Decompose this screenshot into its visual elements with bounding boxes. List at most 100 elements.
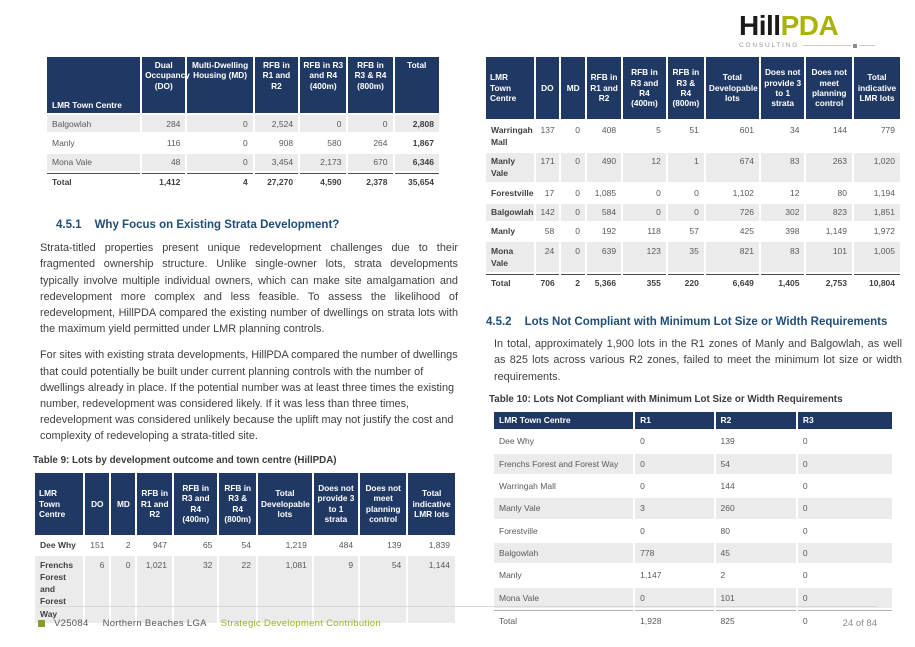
cell-value: 263 [806, 152, 852, 183]
cell-value: 6 [85, 556, 110, 623]
section-number: 4.5.2 [486, 316, 512, 329]
row-label: Manly Vale [486, 152, 534, 183]
right-column: LMR Town Centre DO MD RFB in R1 and R2 RFB i… [484, 55, 902, 634]
cell-value: 58 [544, 226, 555, 237]
cell-value: 1,147 [640, 570, 662, 581]
row-label: Warringah Mall [491, 124, 533, 147]
cell-value: 0 [797, 587, 892, 608]
cell-value: 0 [575, 187, 581, 198]
column-header: R1 [635, 411, 714, 430]
cell-value: 2,173 [300, 153, 347, 171]
footer-bullet-icon [38, 620, 45, 627]
cell-value: 0 [300, 115, 347, 133]
cell-value: 12 [790, 187, 800, 198]
cell-value: 0 [111, 556, 136, 623]
cell-value: 0 [802, 436, 808, 447]
cell-value: 12 [623, 152, 666, 183]
table-row: Balgowlah 284 0 2,524 0 0 2,808 [47, 115, 439, 133]
footer-document-title: Strategic Development Contribution [220, 618, 381, 629]
cell-value: 3 [635, 498, 714, 519]
row-label: Dee Why [40, 540, 76, 551]
column-header: RFB in R1 and R2 [254, 57, 299, 113]
total-value: 0 [797, 609, 892, 631]
cell-value: 5 [656, 124, 661, 135]
header-row: LMR Town Centre R1 R2 R3 [494, 411, 892, 430]
header-row: LMR Town Centre DO MD RFB in R1 and R2 RFB i… [35, 472, 455, 535]
column-header: RFB in R3 & R4 (800m) [667, 57, 704, 119]
table-10-non-compliant-lots: LMR Town Centre R1 R2 R3 Dee Why 0 139 0 Frenchs… [492, 409, 894, 634]
table-row: Forestville 0 80 0 [494, 521, 892, 541]
total-label: Total [47, 172, 141, 191]
cell-value: 1,219 [285, 540, 307, 551]
cell-value: 398 [785, 226, 800, 237]
row-label: Manly Vale [494, 498, 634, 519]
column-header: Total [394, 57, 439, 113]
cell-value: 101 [806, 242, 852, 272]
row-label: Forestville [491, 187, 534, 198]
paragraph-strata-comparison: For sites with existing strata developme… [40, 349, 458, 443]
cell-value: 22 [219, 556, 256, 623]
cell-value: 0 [797, 542, 892, 564]
cell-value: 32 [174, 556, 218, 623]
column-header: RFB in R3 and R4 (400m) [300, 57, 347, 113]
cell-value: 908 [278, 137, 294, 148]
cell-value: 0 [667, 203, 704, 221]
total-value: 2,378 [348, 172, 393, 191]
row-label: Mona Vale [47, 153, 141, 171]
cell-value: 123 [623, 242, 666, 272]
cell-value: 34 [790, 124, 800, 135]
cell-value: 2 [720, 570, 726, 581]
column-header: DO [85, 472, 110, 535]
table-row: Mona Vale 48 0 3,454 2,173 670 6,346 [47, 153, 439, 171]
table-9-lots-by-outcome: LMR Town Centre DO MD RFB in R1 and R2 RFB i… [33, 470, 457, 625]
cell-value: 54 [241, 540, 251, 551]
cell-value: 674 [705, 152, 759, 183]
column-header: MD [111, 472, 136, 535]
total-value: 2,753 [806, 273, 852, 292]
cell-value: 171 [535, 152, 560, 183]
footer-client-name: Northern Beaches LGA [102, 618, 207, 629]
logo-rule-end [859, 45, 875, 46]
cell-value: 778 [635, 542, 714, 564]
table-row: Warringah Mall 137 0 408 5 51 601 34 144 779 [486, 121, 900, 151]
cell-value: 408 [601, 124, 617, 135]
cell-value: 726 [705, 203, 759, 221]
cell-value: 0 [797, 498, 892, 519]
cell-value: 54 [715, 453, 796, 474]
cell-value: 0 [187, 153, 253, 171]
cell-value: 1,194 [873, 187, 895, 198]
row-label: Balgowlah [494, 542, 634, 564]
cell-value: 947 [152, 540, 168, 551]
left-column: LMR Town Centre Dual Occupancy (DO) Multi-… [33, 55, 458, 633]
cell-value: 1,972 [873, 226, 895, 237]
cell-value: 6,346 [394, 153, 439, 171]
logo-hill-text: Hill [739, 10, 781, 41]
total-value: 27,270 [254, 172, 299, 191]
column-header: Total indicative LMR lots [408, 472, 455, 535]
cell-value: 260 [715, 498, 796, 519]
cell-value: 2 [125, 540, 131, 551]
total-value: 4 [187, 172, 253, 191]
cell-value: 17 [544, 187, 555, 198]
column-header: Total indicative LMR lots [854, 57, 900, 119]
row-label: Frenchs Forest and Forest Way [35, 556, 84, 623]
row-label: Manly [52, 137, 75, 148]
cell-value: 139 [387, 540, 402, 551]
cell-value: 1,081 [258, 556, 312, 623]
column-header: RFB in R1 and R2 [587, 57, 622, 119]
table10-caption: Table 10: Lots Not Compliant with Minimu… [489, 393, 843, 405]
column-header: R2 [715, 411, 796, 430]
cell-value: 1,851 [854, 203, 900, 221]
section-title: Lots Not Compliant with Minimum Lot Size… [524, 316, 888, 329]
cell-value: 2,808 [394, 115, 439, 133]
row-label: Frenchs Forest and Forest Way [494, 453, 634, 474]
cell-value: 0 [802, 480, 808, 491]
table-row: Manly Vale 171 0 490 12 1 674 83 263 1,020 [486, 152, 900, 183]
cell-value: 80 [837, 187, 847, 198]
cell-value: 116 [166, 137, 181, 148]
logo-consulting-text: CONSULTING [739, 42, 800, 49]
cell-value: 51 [689, 124, 699, 135]
cell-value: 779 [880, 124, 895, 135]
cell-value: 80 [720, 525, 731, 536]
column-header: Does not provide 3 to 1 strata [760, 57, 805, 119]
